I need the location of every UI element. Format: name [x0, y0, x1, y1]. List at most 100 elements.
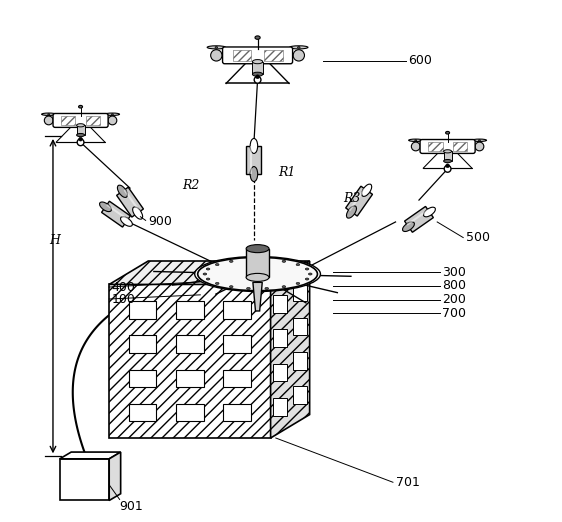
- Ellipse shape: [207, 46, 225, 49]
- Polygon shape: [406, 209, 429, 226]
- Ellipse shape: [443, 150, 452, 153]
- Polygon shape: [270, 261, 310, 438]
- Ellipse shape: [250, 167, 257, 182]
- Ellipse shape: [293, 50, 305, 61]
- Polygon shape: [109, 261, 310, 284]
- Ellipse shape: [99, 202, 111, 211]
- Polygon shape: [106, 204, 128, 220]
- Ellipse shape: [296, 282, 300, 284]
- Bar: [76, 125, 84, 135]
- Polygon shape: [293, 318, 307, 335]
- Ellipse shape: [415, 140, 417, 141]
- Ellipse shape: [256, 75, 260, 78]
- Polygon shape: [274, 398, 287, 416]
- Polygon shape: [109, 284, 270, 438]
- Ellipse shape: [255, 36, 260, 39]
- Bar: [129, 370, 156, 387]
- Ellipse shape: [478, 140, 481, 141]
- Ellipse shape: [117, 185, 128, 197]
- Ellipse shape: [402, 222, 414, 232]
- Bar: [176, 404, 203, 421]
- FancyBboxPatch shape: [53, 113, 108, 127]
- Ellipse shape: [247, 288, 250, 290]
- Ellipse shape: [409, 139, 423, 141]
- Ellipse shape: [211, 50, 222, 61]
- Text: H: H: [49, 234, 60, 247]
- Ellipse shape: [475, 142, 484, 151]
- Polygon shape: [274, 364, 287, 381]
- FancyBboxPatch shape: [223, 47, 293, 64]
- Polygon shape: [405, 206, 433, 232]
- Ellipse shape: [206, 278, 210, 280]
- Ellipse shape: [108, 116, 117, 125]
- Ellipse shape: [120, 217, 133, 227]
- Polygon shape: [124, 189, 140, 212]
- Bar: [252, 62, 262, 74]
- Ellipse shape: [446, 164, 450, 168]
- Text: 700: 700: [442, 306, 466, 319]
- Ellipse shape: [347, 206, 356, 218]
- Ellipse shape: [282, 286, 285, 288]
- Text: 200: 200: [442, 293, 466, 306]
- Polygon shape: [274, 329, 287, 347]
- Polygon shape: [293, 352, 307, 370]
- Text: 901: 901: [120, 500, 143, 513]
- Ellipse shape: [247, 258, 250, 260]
- Ellipse shape: [265, 288, 269, 290]
- Ellipse shape: [250, 138, 257, 153]
- Text: R1: R1: [278, 166, 296, 179]
- Ellipse shape: [473, 139, 487, 141]
- Ellipse shape: [246, 245, 269, 253]
- Ellipse shape: [305, 268, 309, 270]
- Polygon shape: [250, 146, 252, 174]
- Polygon shape: [102, 201, 130, 227]
- Ellipse shape: [79, 137, 83, 141]
- Text: 701: 701: [396, 476, 419, 489]
- Polygon shape: [274, 295, 287, 313]
- Text: 600: 600: [409, 54, 432, 67]
- Ellipse shape: [446, 132, 450, 134]
- Ellipse shape: [289, 46, 308, 49]
- FancyBboxPatch shape: [420, 139, 475, 153]
- Ellipse shape: [215, 264, 219, 266]
- Ellipse shape: [76, 124, 84, 127]
- Ellipse shape: [246, 274, 269, 281]
- Bar: [443, 151, 452, 161]
- Text: 300: 300: [442, 266, 466, 279]
- Ellipse shape: [133, 207, 143, 219]
- Ellipse shape: [76, 134, 84, 137]
- Text: 100: 100: [112, 292, 135, 305]
- Polygon shape: [293, 386, 307, 404]
- Ellipse shape: [42, 113, 56, 115]
- Ellipse shape: [411, 142, 420, 151]
- Ellipse shape: [444, 165, 451, 172]
- Ellipse shape: [252, 60, 262, 64]
- Polygon shape: [109, 452, 121, 501]
- Ellipse shape: [296, 264, 300, 266]
- Bar: [129, 301, 156, 318]
- Ellipse shape: [44, 116, 53, 125]
- Text: 400: 400: [112, 280, 135, 293]
- Ellipse shape: [79, 105, 83, 108]
- Ellipse shape: [206, 268, 210, 270]
- Polygon shape: [60, 452, 121, 459]
- Bar: [60, 459, 109, 501]
- Ellipse shape: [254, 76, 261, 83]
- Bar: [223, 370, 251, 387]
- Text: 800: 800: [442, 279, 466, 292]
- Ellipse shape: [198, 257, 318, 291]
- Bar: [246, 248, 269, 277]
- Bar: [223, 335, 251, 353]
- Polygon shape: [116, 187, 143, 217]
- Ellipse shape: [194, 256, 320, 291]
- Ellipse shape: [215, 282, 219, 284]
- Ellipse shape: [105, 113, 120, 115]
- Bar: [129, 404, 156, 421]
- Ellipse shape: [111, 114, 114, 115]
- Ellipse shape: [77, 139, 84, 146]
- Text: 500: 500: [466, 231, 490, 244]
- Polygon shape: [253, 282, 262, 311]
- Ellipse shape: [305, 278, 309, 280]
- Bar: [176, 370, 203, 387]
- Bar: [176, 301, 203, 318]
